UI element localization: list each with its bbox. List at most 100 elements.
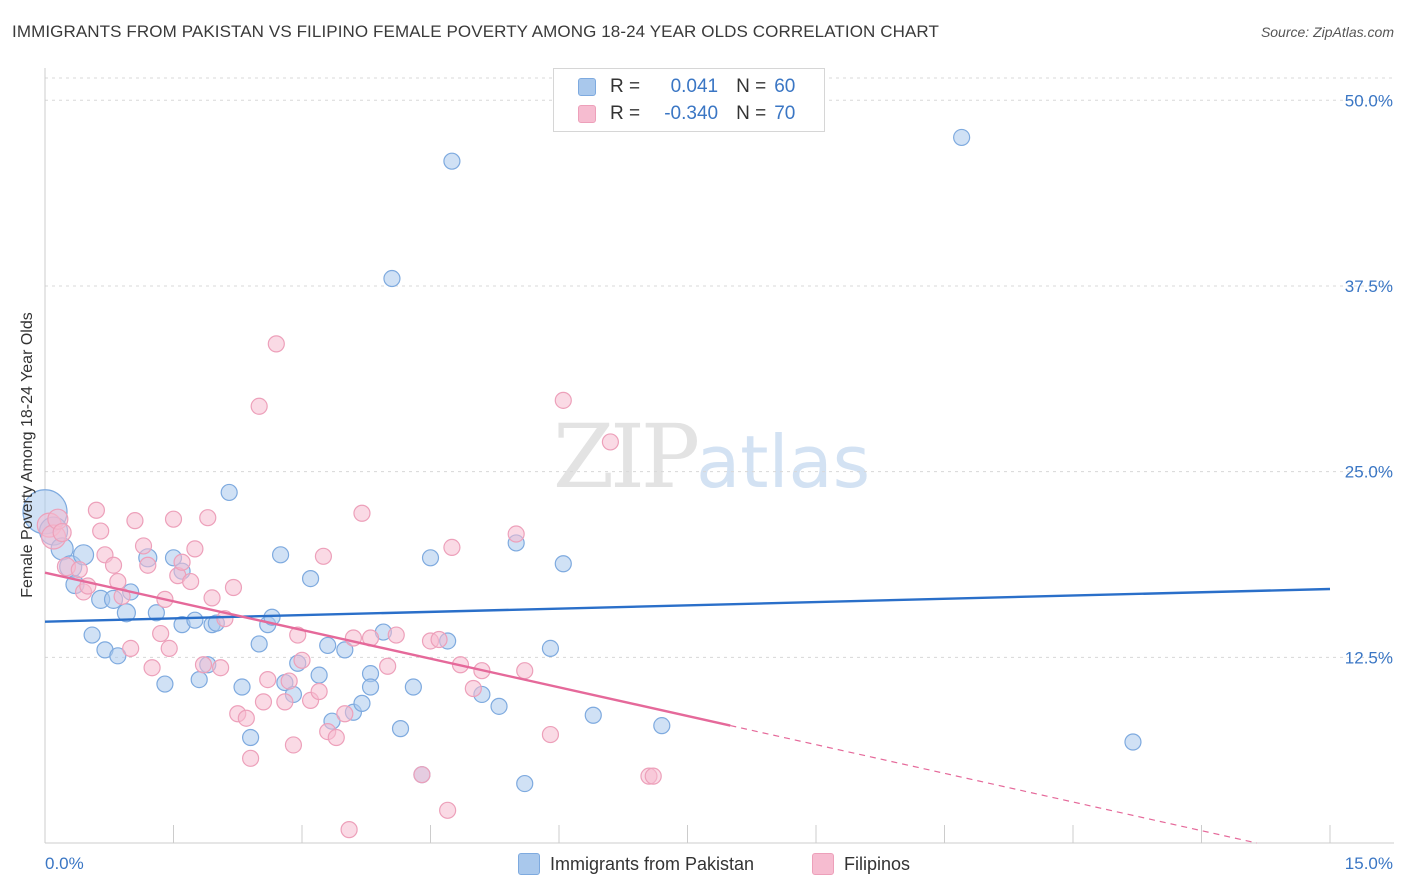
filipino-point [254,693,273,711]
pakistan-point [186,611,204,629]
filipino-point [310,682,328,701]
filipino-points [36,335,662,839]
pakistan-point [584,706,602,724]
pakistan-point [319,636,337,655]
filipino-point [182,572,200,591]
filipino-point [280,672,298,690]
pakistan-point [1124,733,1142,751]
pakistan-point [242,728,260,747]
filipino-point [113,587,131,606]
pakistan-point [443,152,461,170]
filipino-point [87,501,106,519]
filipino-point [134,537,153,555]
watermark-zip: ZIP [553,405,700,508]
filipino-point [554,391,572,409]
legend-n-label: N = [736,103,767,124]
filipino-point [250,397,268,415]
filipino-point [387,626,405,644]
filipino-point [464,679,482,698]
filipino-point [52,522,72,543]
pakistan-point [953,128,971,147]
legend-swatch-blue [578,78,596,96]
y-axis-label: Female Poverty Among 18-24 Year Olds [19,312,36,598]
pakistan-point [310,666,328,684]
legend-n-label: N = [736,76,767,97]
legend-row-filipino: R = -0.340 N = 70 [578,102,795,126]
filipino-point [340,821,358,839]
filipino-point [212,659,230,677]
filipino-point [164,510,183,528]
filipino-point [284,736,303,754]
x-tick-label: 0.0% [45,854,84,873]
filipino-point [143,659,161,677]
x-tick-label: 15.0% [1345,854,1393,873]
filipino-point [541,725,560,744]
legend-row-pakistan: R = 0.041 N = 60 [578,75,795,99]
legend-r-label: R = [610,103,641,124]
filipino-point [336,705,354,723]
pakistan-point [361,678,380,696]
bottom-legend-label-pakistan: Immigrants from Pakistan [550,853,755,874]
filipino-point [242,749,260,767]
filipino-point [507,525,525,543]
filipino-point [601,433,620,451]
filipino-point [224,578,243,597]
correlation-legend: R = 0.041 N = 60 R = -0.340 N = 70 [553,68,825,132]
axis-layer [44,68,1394,844]
pakistan-point [404,678,422,696]
bottom-legend-swatch-pink [812,853,834,875]
filipino-point [439,801,457,819]
pakistan-point [391,720,410,738]
pakistan-point [516,774,534,793]
bottom-legend-filipinos: Filipinos [812,851,910,877]
pakistan-point [336,641,354,659]
pakistan-point [421,549,440,567]
filipino-point [327,728,345,747]
legend-swatch-pink [578,105,596,123]
filipino-point [173,553,191,571]
pakistan-point [147,604,165,622]
pakistan-point [653,717,671,735]
tick-layer: 12.5% 25.0% 37.5% 50.0% 0.0% 15.0% [45,91,1393,873]
y-tick-label: 37.5% [1345,277,1393,296]
filipino-point [430,630,448,649]
watermark-atlas: atlas [696,420,871,504]
filipino-point [314,547,333,565]
pakistan-point [554,555,572,573]
watermark: ZIPatlas [553,405,870,508]
filipino-point [276,693,294,711]
pakistan-point [83,626,101,644]
legend-n-value: 60 [774,76,796,97]
pakistan-point [541,639,560,658]
filipino-point [186,540,204,558]
filipino-point [70,561,88,579]
filipino-point [139,556,157,574]
filipino-point [516,662,534,680]
filipino-point [644,767,662,785]
filipino-point [237,709,255,727]
pakistan-point [301,569,320,588]
filipino-point [152,624,170,643]
legend-r-label: R = [610,76,641,97]
filipino-point [199,509,217,527]
filipino-point [126,512,144,530]
filipino-point [413,766,431,784]
bottom-legend-pakistan: Immigrants from Pakistan [518,851,754,877]
filipino-point [379,657,397,675]
y-tick-label: 25.0% [1345,463,1393,482]
pakistan-point [383,269,401,288]
pakistan-point [190,671,208,689]
filipino-point [293,651,311,669]
filipino-point [259,671,277,689]
y-tick-label: 50.0% [1345,91,1393,110]
pakistan-point [271,546,290,564]
filipino-point [203,589,221,607]
pakistan-trend-line [44,587,1331,623]
filipino-point [92,522,110,540]
y-tick-label: 12.5% [1345,648,1393,667]
pakistan-point [220,483,238,502]
pakistan-point [156,675,174,693]
filipino-point [353,504,371,522]
trend-layer [44,571,1331,844]
